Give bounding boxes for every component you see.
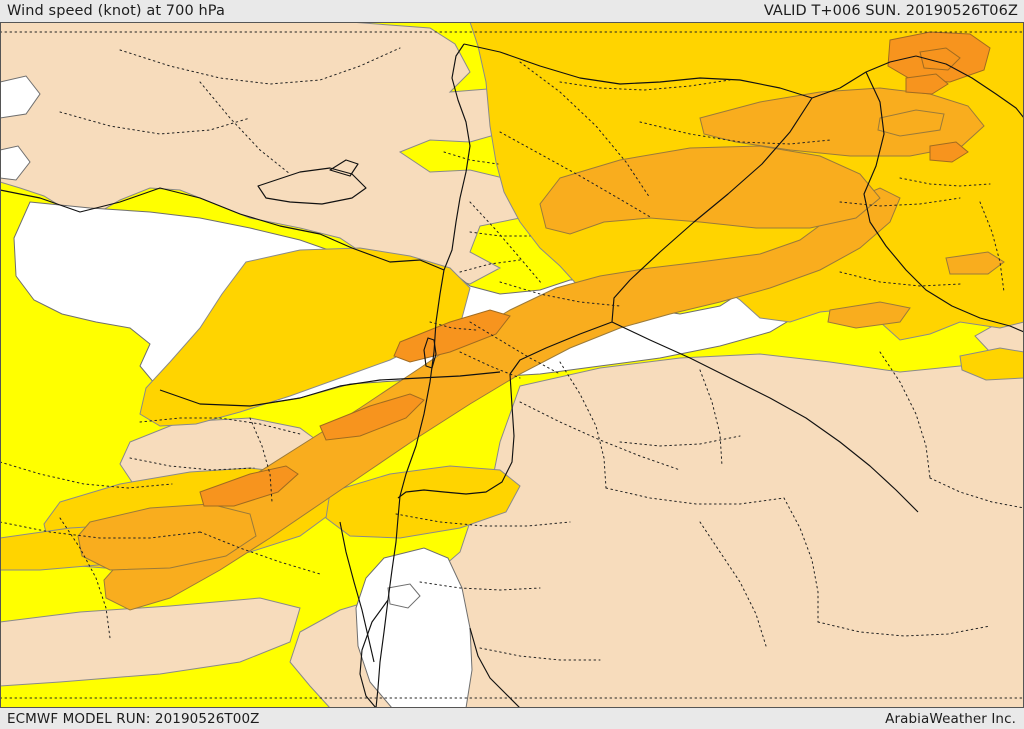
weather-map[interactable]	[0, 22, 1024, 708]
chart-title: Wind speed (knot) at 700 hPa	[7, 3, 225, 19]
country-borders	[0, 43, 1024, 708]
map-canvas	[0, 22, 1024, 708]
header-bar: Wind speed (knot) at 700 hPa VALID T+006…	[0, 0, 1024, 22]
band-highest	[199, 31, 991, 507]
provider-label: ArabiaWeather Inc.	[885, 710, 1016, 727]
valid-time-label: VALID T+006 SUN. 20190526T06Z	[763, 3, 1018, 19]
model-run-label: ECMWF MODEL RUN: 20190526T00Z	[7, 710, 260, 727]
footer-bar: ECMWF MODEL RUN: 20190526T00Z ArabiaWeat…	[0, 708, 1024, 729]
admin-boundaries	[0, 31, 1024, 699]
